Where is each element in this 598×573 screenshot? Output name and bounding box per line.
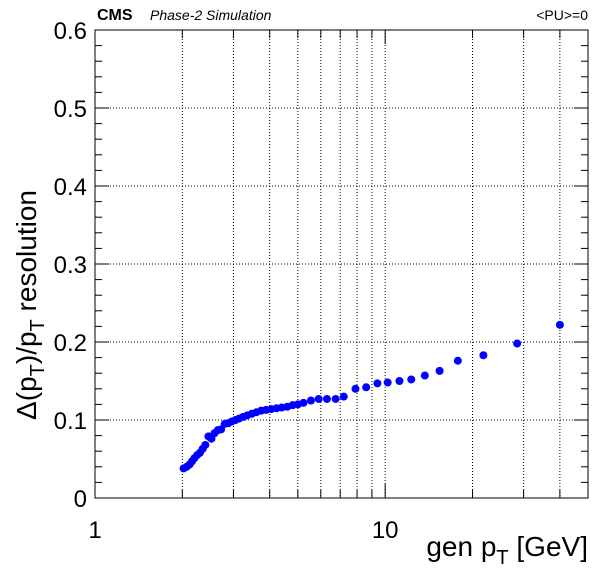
y-tick-label: 0 xyxy=(74,486,87,513)
pileup-label: <PU>=0 xyxy=(536,7,588,23)
tick-labels: 0 0.1 0.2 0.3 0.4 0.5 0.6 1 10 xyxy=(54,18,399,544)
data-point xyxy=(373,379,382,388)
data-point xyxy=(420,371,429,380)
cms-label: CMS xyxy=(97,7,133,24)
axis-ticks xyxy=(94,29,589,499)
y-tick-label: 0.1 xyxy=(54,408,87,435)
data-point xyxy=(555,320,564,329)
data-point xyxy=(322,394,331,403)
data-point xyxy=(407,375,416,384)
y-tick-label: 0.2 xyxy=(54,330,87,357)
data-point xyxy=(351,384,360,393)
y-tick-label: 0.6 xyxy=(54,18,87,45)
y-tick-label: 0.4 xyxy=(54,174,87,201)
simulation-label: Phase-2 Simulation xyxy=(150,7,272,23)
data-point xyxy=(201,440,210,449)
gridlines xyxy=(95,30,588,498)
data-point xyxy=(435,366,444,375)
x-axis-title: gen pT [GeV] xyxy=(426,531,588,569)
data-points xyxy=(179,320,564,473)
x-tick-label: 1 xyxy=(88,517,101,544)
data-point xyxy=(453,356,462,365)
data-point xyxy=(331,394,340,403)
x-tick-label: 10 xyxy=(372,517,399,544)
data-point xyxy=(395,377,404,385)
data-point xyxy=(383,378,392,387)
data-point xyxy=(362,383,371,392)
data-point xyxy=(299,398,308,407)
plot-area: 0 0.1 0.2 0.3 0.4 0.5 0.6 1 10 xyxy=(54,18,589,544)
data-point xyxy=(339,392,348,401)
data-point xyxy=(306,396,315,405)
data-point xyxy=(479,351,488,360)
data-point xyxy=(513,339,522,348)
y-tick-label: 0.5 xyxy=(54,96,87,123)
data-point xyxy=(314,394,323,403)
y-tick-label: 0.3 xyxy=(54,252,87,279)
y-axis-title: Δ(pT)/pT resolution xyxy=(11,190,49,420)
